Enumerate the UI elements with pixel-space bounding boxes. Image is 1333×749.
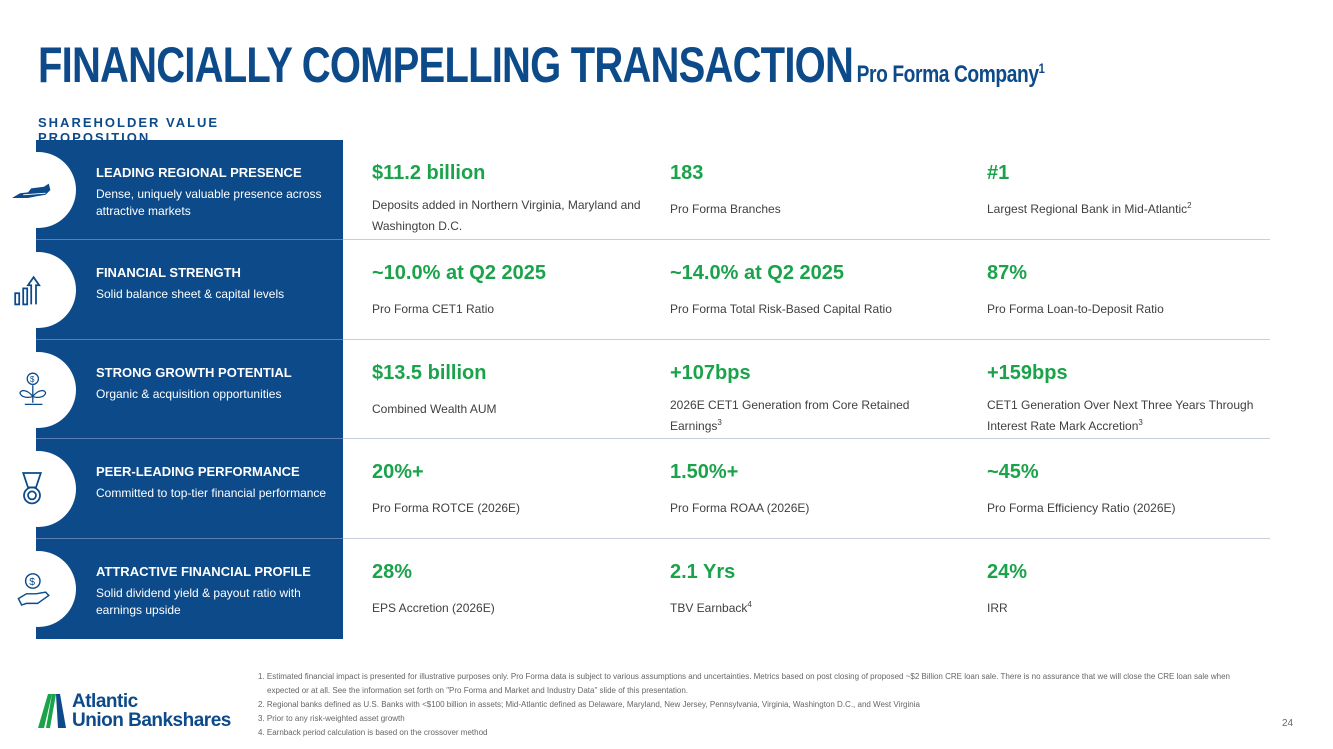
metric: 183 Pro Forma Branches: [670, 162, 960, 218]
value-row: FINANCIAL STRENGTH Solid balance sheet & …: [0, 240, 1333, 340]
metric-label: TBV Earnback4: [670, 600, 752, 616]
icon-circle: $: [0, 551, 76, 628]
hand-dollar-icon: $: [17, 573, 50, 607]
metric-value: ~14.0% at Q2 2025: [670, 261, 845, 284]
metric-label: Pro Forma CET1 Ratio: [372, 301, 495, 316]
metric: +107bps 2026E CET1 Generation from Core R…: [670, 362, 960, 435]
metric: 28% EPS Accretion (2026E): [372, 561, 662, 617]
metric-label: Pro Forma ROAA (2026E): [670, 501, 810, 516]
icon-circle: [0, 451, 76, 528]
metric-value: 20%+: [372, 461, 424, 484]
row-heading: LEADING REGIONAL PRESENCE: [96, 165, 302, 180]
metric: 1.50%+ Pro Forma ROAA (2026E): [670, 461, 960, 517]
metric-value: ~10.0% at Q2 2025: [372, 261, 547, 284]
slide-title: FINANCIALLY COMPELLING TRANSACTION Pro F…: [38, 37, 1045, 93]
icon-circle: [0, 152, 76, 228]
metric: 24% IRR: [987, 561, 1277, 617]
metric-label: Largest Regional Bank in Mid-Atlantic2: [987, 201, 1192, 216]
row-description: Solid balance sheet & capital levels: [96, 286, 285, 301]
row-description: Organic & acquisition opportunities: [96, 386, 282, 401]
metric: ~14.0% at Q2 2025 Pro Forma Total Risk-Ba…: [670, 262, 960, 318]
metric-value: #1: [987, 162, 1010, 184]
metric-label: 2026E CET1 Generation from Core Retained…: [670, 397, 910, 433]
metric-value: +107bps: [670, 361, 751, 384]
bar-chart-up-icon: [14, 275, 41, 306]
slide-subtitle: Pro Forma Company1: [856, 60, 1045, 88]
metric-value: $13.5 billion: [372, 361, 487, 384]
logo-mark-icon: [38, 694, 66, 728]
metric-label: Pro Forma Branches: [670, 202, 781, 216]
metric-label: IRR: [987, 601, 1008, 616]
row-divider: [343, 438, 1270, 440]
company-logo: Atlantic Union Bankshares: [38, 692, 231, 730]
metric-label: Combined Wealth AUM: [372, 401, 497, 416]
row-divider: [36, 338, 343, 340]
metric-value: 2.1 Yrs: [670, 561, 736, 584]
row-divider: [343, 538, 1270, 540]
row-divider: [343, 238, 1270, 240]
page-number: 24: [1282, 718, 1294, 729]
row-heading: FINANCIAL STRENGTH: [96, 264, 241, 280]
metric-label: EPS Accretion (2026E): [372, 601, 495, 616]
money-plant-icon: $: [19, 372, 47, 405]
value-row: LEADING REGIONAL PRESENCE Dense, uniquely…: [0, 140, 1333, 240]
value-row: $ ATTRACTIVE FINANCIAL PROFILE Solid divi…: [0, 539, 1333, 639]
row-divider: [36, 238, 343, 240]
metric: ~45% Pro Forma Efficiency Ratio (2026E): [987, 461, 1277, 517]
metric-label: Pro Forma Total Risk-Based Capital Ratio: [670, 301, 892, 316]
metric: $11.2 billion Deposits added in Northern …: [372, 162, 662, 235]
metric: $13.5 billion Combined Wealth AUM: [372, 362, 662, 418]
metric-label: CET1 Generation Over Next Three Years Th…: [987, 397, 1254, 433]
row-divider: [343, 338, 1270, 340]
row-description: Dense, uniquely valuable presence across…: [96, 187, 322, 218]
metric: +159bps CET1 Generation Over Next Three Y…: [987, 362, 1277, 435]
metric-value: 24%: [987, 561, 1028, 584]
svg-text:$: $: [29, 577, 35, 588]
metric: #1 Largest Regional Bank in Mid-Atlantic2: [987, 162, 1277, 218]
metric-value: +159bps: [987, 361, 1068, 384]
metric: ~10.0% at Q2 2025 Pro Forma CET1 Ratio: [372, 262, 662, 318]
row-divider: [36, 538, 343, 540]
footnotes: 1. Estimated financial impact is present…: [258, 672, 1230, 737]
metric-value: 1.50%+: [670, 461, 739, 484]
metric-value: 28%: [372, 561, 413, 584]
row-divider: [36, 438, 343, 440]
metric-value: ~45%: [987, 461, 1039, 484]
metric-label: Deposits added in Northern Virginia, Mar…: [372, 198, 641, 233]
metric: 2.1 Yrs TBV Earnback4: [670, 561, 960, 617]
row-description: Committed to top-tier financial performa…: [96, 486, 327, 501]
metric: 20%+ Pro Forma ROTCE (2026E): [372, 461, 662, 517]
icon-circle: $: [0, 351, 76, 428]
metric: 87% Pro Forma Loan-to-Deposit Ratio: [987, 262, 1277, 318]
value-row: $ STRONG GROWTH POTENTIAL Organic & acqui…: [0, 340, 1333, 440]
metric-label: Pro Forma ROTCE (2026E): [372, 501, 521, 516]
medal-icon: [21, 472, 43, 505]
left-panel: [36, 140, 343, 639]
value-row: PEER-LEADING PERFORMANCE Committed to top…: [0, 439, 1333, 540]
metric-label: Pro Forma Efficiency Ratio (2026E): [987, 501, 1176, 516]
row-description: Solid dividend yield & payout ratio with…: [96, 586, 301, 618]
state-map-icon: [12, 183, 51, 198]
metric-value: $11.2 billion: [372, 162, 486, 184]
row-heading: ATTRACTIVE FINANCIAL PROFILE: [96, 564, 311, 580]
metric-label: Pro Forma Loan-to-Deposit Ratio: [987, 301, 1164, 316]
icon-circle: [0, 251, 76, 328]
row-heading: STRONG GROWTH POTENTIAL: [96, 364, 292, 380]
metric-value: 183: [670, 162, 704, 184]
row-heading: PEER-LEADING PERFORMANCE: [96, 464, 300, 480]
metric-value: 87%: [987, 261, 1028, 284]
svg-text:$: $: [30, 375, 35, 384]
